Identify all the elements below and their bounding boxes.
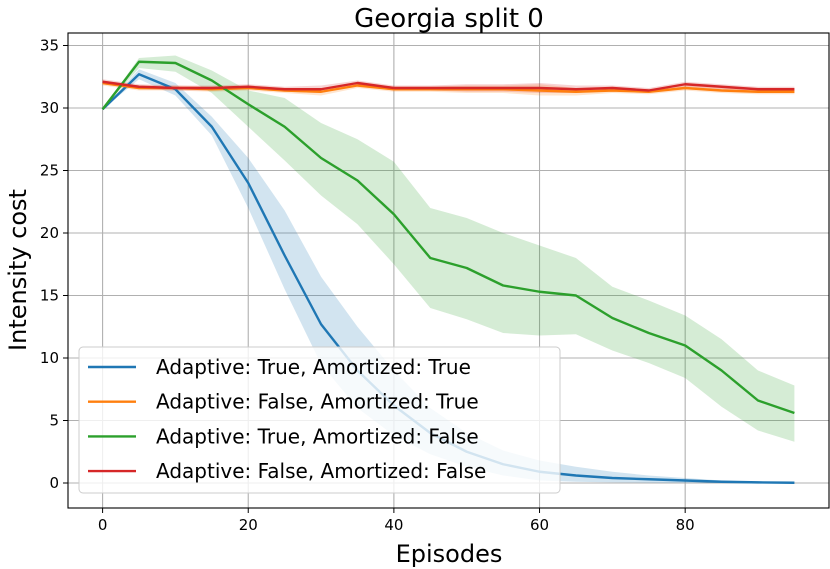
- y-tick-label: 10: [40, 349, 59, 367]
- x-axis-label: Episodes: [396, 540, 503, 568]
- series-line-1: [102, 81, 795, 93]
- x-tick-label: 80: [676, 516, 695, 534]
- plot-frame: [67, 32, 830, 509]
- series-line-2: [101, 60, 795, 415]
- series-band-2: [102, 55, 795, 442]
- y-tick-label: 20: [40, 224, 59, 242]
- legend-label: Adaptive: True, Amortized: True: [156, 355, 471, 379]
- legend-box: [78, 346, 561, 494]
- x-tick-label: 20: [239, 516, 258, 534]
- x-tick-label: 60: [530, 516, 549, 534]
- y-tick-label: 35: [40, 37, 59, 55]
- series-line-3: [102, 80, 795, 92]
- x-tick-label: 0: [98, 516, 108, 534]
- y-tick-label: 15: [40, 287, 59, 305]
- x-tick-label: 40: [384, 516, 403, 534]
- x-axis-ticks: 0 20 40 60 80: [98, 508, 695, 534]
- legend-label: Adaptive: False, Amortized: True: [156, 390, 479, 414]
- y-tick-label: 0: [49, 474, 59, 492]
- chart-title: Georgia split 0: [354, 4, 544, 34]
- y-tick-label: 5: [49, 412, 59, 430]
- y-axis-ticks: 0 5 10 15 20 25 30 35: [40, 37, 68, 492]
- legend-label: Adaptive: False, Amortized: False: [156, 459, 486, 483]
- y-tick-label: 30: [40, 99, 59, 117]
- legend-label: Adaptive: True, Amortized: False: [156, 424, 479, 448]
- legend: Adaptive: True, Amortized: True Adaptive:…: [78, 346, 561, 494]
- y-tick-label: 25: [40, 162, 59, 180]
- y-axis-label: Intensity cost: [4, 189, 32, 351]
